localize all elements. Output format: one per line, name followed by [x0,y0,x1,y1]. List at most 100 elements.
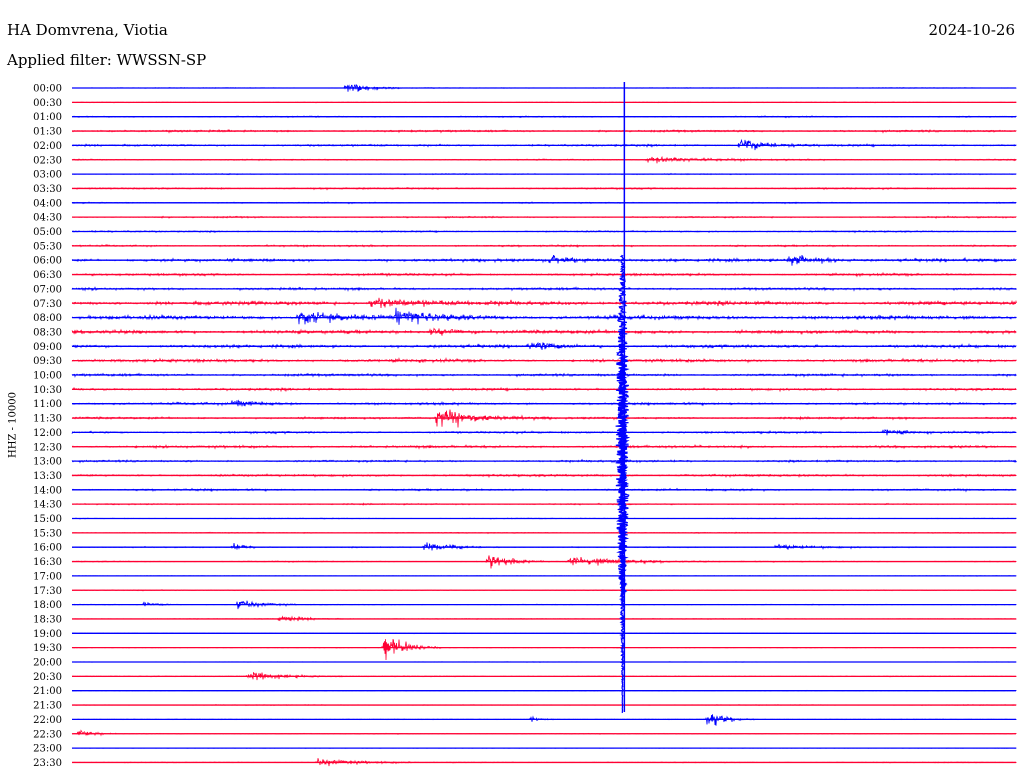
seismic-trace [71,639,1017,661]
row-time-label: 20:00 [33,658,62,669]
seismic-trace [71,271,1017,278]
row-time-label: 18:30 [33,614,62,625]
row-time-label: 00:00 [33,84,62,95]
seismic-trace [71,555,1017,569]
seismic-trace [71,487,1017,493]
seismic-trace [71,600,1017,610]
seismic-trace [71,575,1017,577]
seismic-trace [71,473,1017,479]
row-time-label: 16:30 [33,557,62,568]
seismic-trace [71,428,1017,436]
seismic-trace [71,186,1017,191]
row-time-label: 03:30 [33,184,62,195]
row-time-label: 19:30 [33,643,62,654]
seismic-trace [71,703,1017,707]
seismic-trace [71,409,1017,428]
row-time-label: 01:00 [33,112,62,123]
seismic-trace [71,101,1017,104]
row-time-label: 01:30 [33,127,62,138]
row-time-label: 21:30 [33,701,62,712]
seismic-trace [71,729,1017,737]
row-time-label: 08:00 [33,313,62,324]
row-time-label: 05:30 [33,241,62,252]
seismic-trace [72,502,1017,506]
row-time-label: 02:00 [33,141,62,152]
seismic-trace [72,714,1017,726]
row-time-label: 14:00 [33,485,62,496]
seismic-trace [71,672,1017,681]
row-time-label: 06:30 [33,270,62,281]
row-time-label: 22:30 [33,729,62,740]
row-time-label: 08:30 [33,327,62,338]
row-time-label: 00:30 [33,98,62,109]
filter-label: Applied filter: WWSSN-SP [7,51,207,69]
row-time-label: 19:00 [33,629,62,640]
seismic-trace [71,201,1017,205]
row-time-label: 17:00 [33,571,62,582]
row-time-label: 20:30 [33,672,62,683]
row-time-label: 10:30 [33,385,62,396]
seismic-trace [71,589,1017,592]
row-time-label: 21:00 [33,686,62,697]
seismic-trace [71,632,1017,635]
seismic-trace [71,172,1017,176]
seismic-trace [71,747,1017,749]
row-time-label: 17:30 [33,586,62,597]
seismic-trace [71,444,1017,450]
row-time-label: 23:30 [33,758,62,769]
row-time-label: 18:00 [33,600,62,611]
seismic-trace [71,661,1017,663]
seismic-trace [71,399,1017,407]
row-time-label: 10:00 [33,371,62,382]
row-time-label: 12:00 [33,428,62,439]
seismic-trace [71,689,1017,692]
seismic-trace [71,307,1017,325]
seismic-trace [71,327,1017,336]
row-time-label: 12:30 [33,442,62,453]
date-label: 2024-10-26 [928,21,1015,39]
seismic-trace [71,615,1017,622]
row-time-label: 07:30 [33,299,62,310]
seismic-trace [71,138,1017,151]
seismic-trace [71,286,1017,292]
row-time-label: 15:30 [33,528,62,539]
seismic-trace [71,386,1017,393]
row-time-label: 07:00 [33,284,62,295]
seismic-trace [71,341,1017,350]
tick-label-layer: 00:00 00:30 01:00 01:30 02:00 02:30 03:00 03:30… [33,84,62,769]
row-time-label: 11:00 [33,399,62,410]
seismic-trace [71,215,1017,220]
row-time-label: 16:00 [33,543,62,554]
seismic-trace [71,357,1017,364]
seismic-trace [71,243,1017,249]
row-time-label: 04:00 [33,198,62,209]
trace-layer [71,82,1017,767]
seismic-trace [71,84,1017,92]
row-time-label: 02:30 [33,155,62,166]
row-time-label: 23:00 [33,744,62,755]
seismic-trace [72,531,1017,535]
seismic-trace [72,517,1017,520]
station-title: HA Domvrena, Viotia [7,21,168,39]
row-time-label: 15:00 [33,514,62,525]
row-time-label: 06:00 [33,256,62,267]
seismic-trace [71,115,1017,119]
seismic-trace [71,372,1017,379]
seismic-trace [71,155,1017,164]
seismic-trace [72,758,1017,767]
seismic-trace [72,542,1017,551]
row-time-label: 09:00 [33,342,62,353]
row-time-label: 05:00 [33,227,62,238]
row-time-label: 04:30 [33,213,62,224]
row-time-label: 09:30 [33,356,62,367]
row-time-label: 13:30 [33,471,62,482]
row-time-label: 14:30 [33,500,62,511]
large-event-coda [616,331,630,605]
seismic-trace [71,297,1017,309]
seismic-trace [72,128,1017,134]
row-time-label: 13:00 [33,457,62,468]
seismic-trace [71,458,1017,464]
seismic-trace [71,254,1017,266]
